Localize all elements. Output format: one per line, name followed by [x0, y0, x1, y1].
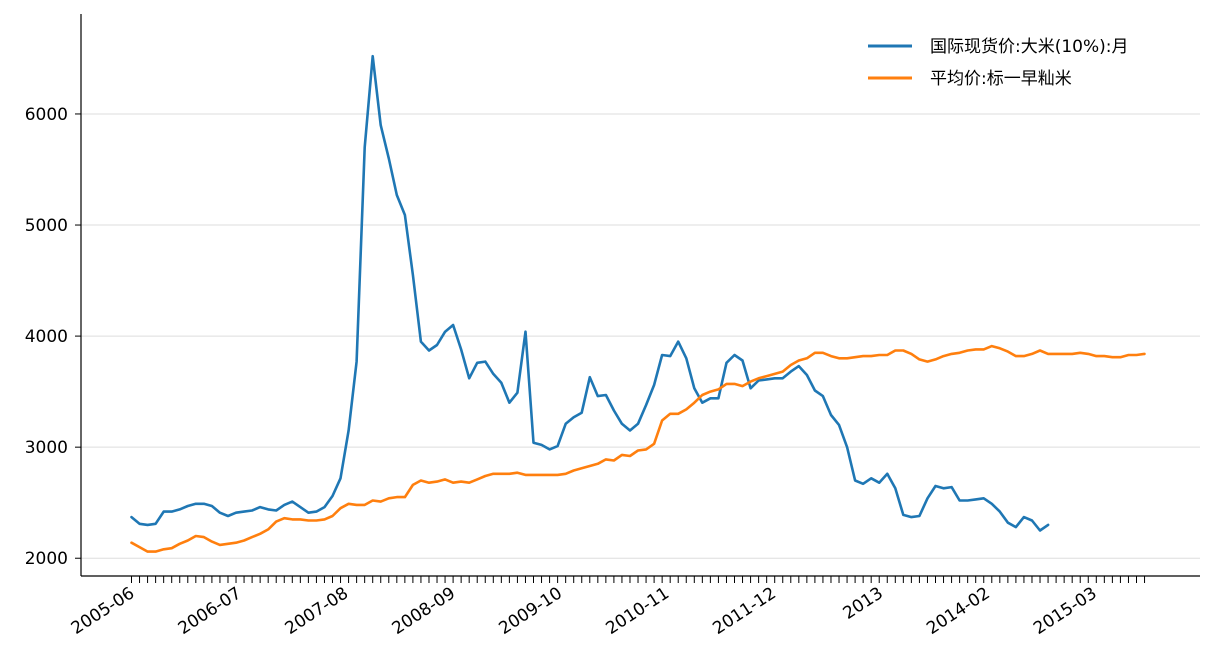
series-line-1 — [130, 54, 1050, 532]
y-tick-label: 4000 — [25, 327, 68, 347]
series-lines — [130, 54, 1146, 553]
y-gridlines — [81, 113, 1200, 559]
y-tick-label: 3000 — [25, 438, 68, 458]
y-tick-label: 2000 — [25, 549, 68, 569]
legend-label-series-1: 国际现货价:大米(10%):月 — [930, 37, 1129, 57]
x-tick-label: 2008-09 — [389, 583, 459, 638]
x-tick-label: 2010-11 — [602, 583, 672, 638]
x-tick-label: 2007-08 — [282, 583, 352, 638]
series-line-2 — [130, 344, 1146, 553]
x-tick-label: 2009-10 — [495, 583, 565, 638]
x-tick-label: 2006-07 — [175, 583, 245, 638]
x-tick-label: 2011-12 — [709, 583, 779, 638]
legend: 国际现货价:大米(10%):月 平均价:标一早籼米 — [868, 37, 1129, 89]
y-tick-label: 5000 — [25, 216, 68, 236]
x-tick-label: 2013 — [840, 583, 887, 623]
x-ticks: 2005-06 2006-07 2007-08 2008-09 2009-10 2010-… — [68, 576, 1146, 639]
x-tick-label: 2005-06 — [68, 583, 138, 638]
y-tick-label: 6000 — [25, 105, 68, 125]
y-ticks: 2000 3000 4000 5000 6000 — [25, 105, 81, 569]
axes — [80, 14, 1200, 577]
x-tick-label: 2014-02 — [923, 583, 993, 638]
legend-label-series-2: 平均价:标一早籼米 — [930, 69, 1072, 89]
x-tick-label: 2015-03 — [1030, 583, 1100, 638]
